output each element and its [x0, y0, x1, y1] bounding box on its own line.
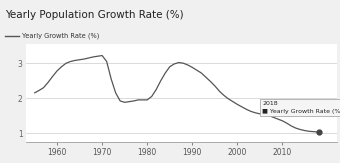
Text: Yearly Population Growth Rate (%): Yearly Population Growth Rate (%) — [5, 10, 184, 20]
Text: 2018
■ Yearly Growth Rate (%): 1.03: 2018 ■ Yearly Growth Rate (%): 1.03 — [262, 101, 340, 114]
Text: Yearly Growth Rate (%): Yearly Growth Rate (%) — [22, 33, 100, 39]
